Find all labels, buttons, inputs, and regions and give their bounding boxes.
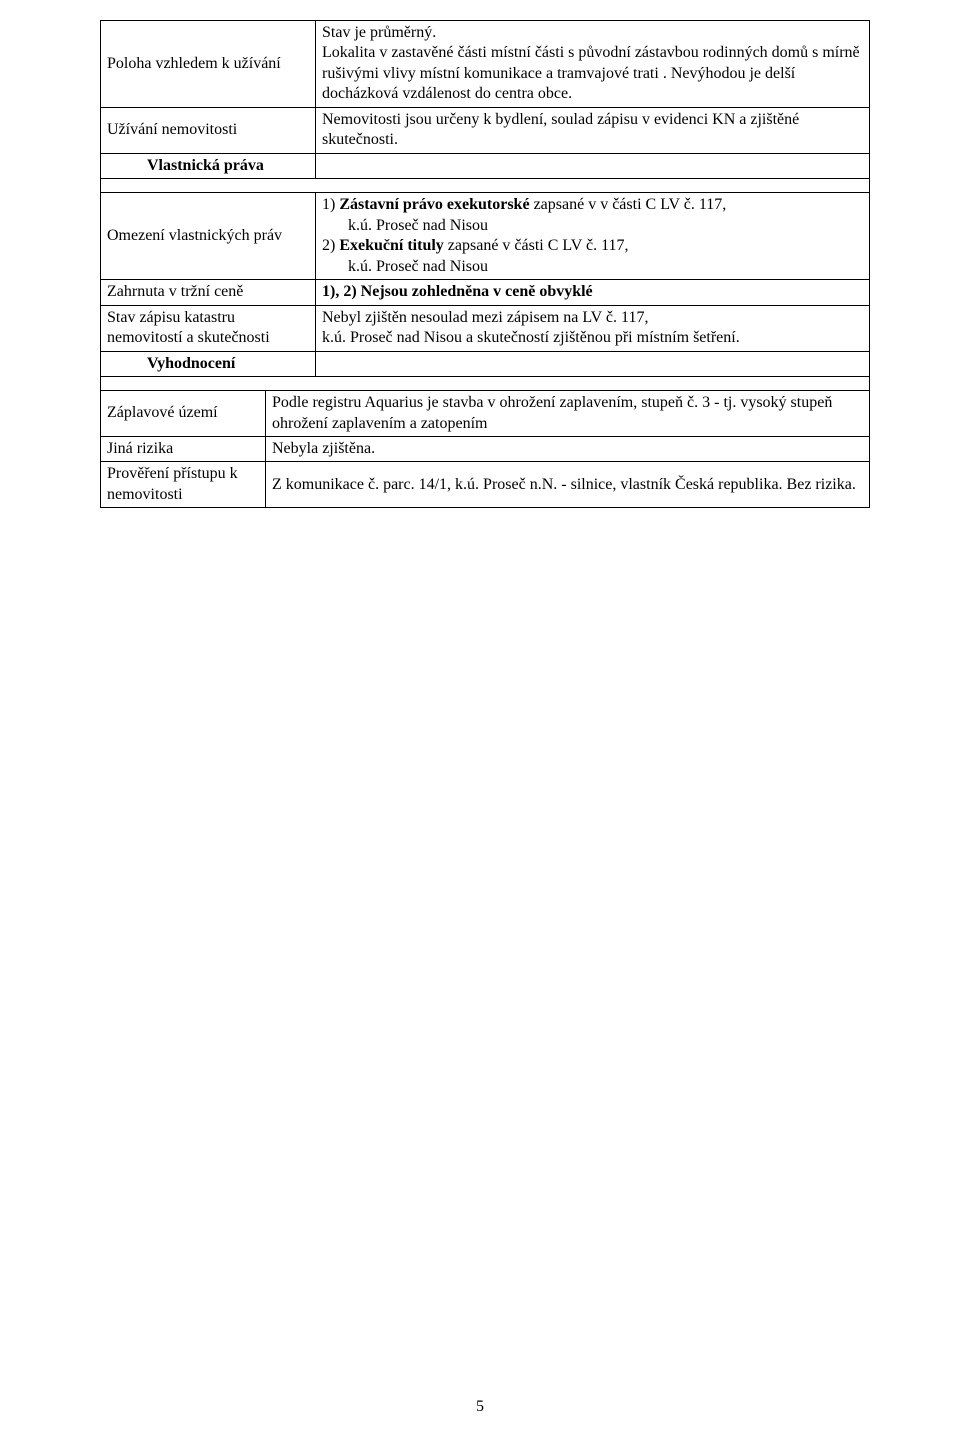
cell-content: Stav je průměrný.Lokalita v zastavěné čá… xyxy=(316,21,870,108)
cell-label: Zahrnuta v tržní ceně xyxy=(101,280,316,305)
cell-empty xyxy=(316,351,870,376)
spacer-row xyxy=(101,179,870,193)
cell-content: Nemovitosti jsou určeny k bydlení, soula… xyxy=(316,107,870,153)
cell-label: Jiná rizika xyxy=(101,436,266,461)
cell-label: Stav zápisu katastru nemovitostí a skute… xyxy=(101,305,316,351)
cell-label: Užívání nemovitosti xyxy=(101,107,316,153)
cell-content: 1), 2) Nejsou zohledněna v ceně obvyklé xyxy=(316,280,870,305)
table-section-2: Omezení vlastnických práv 1) Zástavní pr… xyxy=(100,192,870,391)
table-section-3: Záplavové území Podle registru Aquarius … xyxy=(100,390,870,508)
table-row: Zahrnuta v tržní ceně 1), 2) Nejsou zohl… xyxy=(101,280,870,305)
cell-label: Omezení vlastnických práv xyxy=(101,193,316,280)
spacer-row xyxy=(101,377,870,391)
table-row: Omezení vlastnických práv 1) Zástavní pr… xyxy=(101,193,870,280)
cell-content: Nebyl zjištěn nesoulad mezi zápisem na L… xyxy=(316,305,870,351)
page-number: 5 xyxy=(0,1398,960,1416)
label-text: Jiná rizika xyxy=(107,440,173,457)
cell-label: Prověření přístupu k nemovitosti xyxy=(101,462,266,508)
cell-content: Nebyla zjištěna. xyxy=(266,436,870,461)
cell-content: Podle registru Aquarius je stavba v ohro… xyxy=(266,391,870,437)
table-row: Prověření přístupu k nemovitosti Z komun… xyxy=(101,462,870,508)
table-row: Stav zápisu katastru nemovitostí a skute… xyxy=(101,305,870,351)
page-number-text: 5 xyxy=(476,1398,484,1415)
label-text: Stav zápisu katastru nemovitostí a skute… xyxy=(107,309,270,346)
label-text: Záplavové území xyxy=(107,404,218,421)
label-text: Zahrnuta v tržní ceně xyxy=(107,283,243,300)
table-heading-row: Vlastnická práva xyxy=(101,153,870,178)
label-text: Prověření přístupu k nemovitosti xyxy=(107,465,238,502)
table-row: Záplavové území Podle registru Aquarius … xyxy=(101,391,870,437)
table-row: Jiná rizika Nebyla zjištěna. xyxy=(101,436,870,461)
cell-heading: Vlastnická práva xyxy=(101,153,316,178)
label-text: Užívání nemovitosti xyxy=(107,121,237,138)
cell-empty xyxy=(316,153,870,178)
cell-content: Z komunikace č. parc. 14/1, k.ú. Proseč … xyxy=(266,462,870,508)
table-section-1: Poloha vzhledem k užívání Stav je průměr… xyxy=(100,20,870,193)
label-text: Omezení vlastnických práv xyxy=(107,227,282,244)
table-row: Užívání nemovitosti Nemovitosti jsou urč… xyxy=(101,107,870,153)
cell-label: Poloha vzhledem k užívání xyxy=(101,21,316,108)
cell-label: Záplavové území xyxy=(101,391,266,437)
heading-text: Vlastnická práva xyxy=(107,157,264,174)
cell-heading: Vyhodnocení xyxy=(101,351,316,376)
cell-content: 1) Zástavní právo exekutorské zapsané v … xyxy=(316,193,870,280)
table-heading-row: Vyhodnocení xyxy=(101,351,870,376)
heading-text: Vyhodnocení xyxy=(107,355,235,372)
label-text: Poloha vzhledem k užívání xyxy=(107,55,281,72)
table-row: Poloha vzhledem k užívání Stav je průměr… xyxy=(101,21,870,108)
